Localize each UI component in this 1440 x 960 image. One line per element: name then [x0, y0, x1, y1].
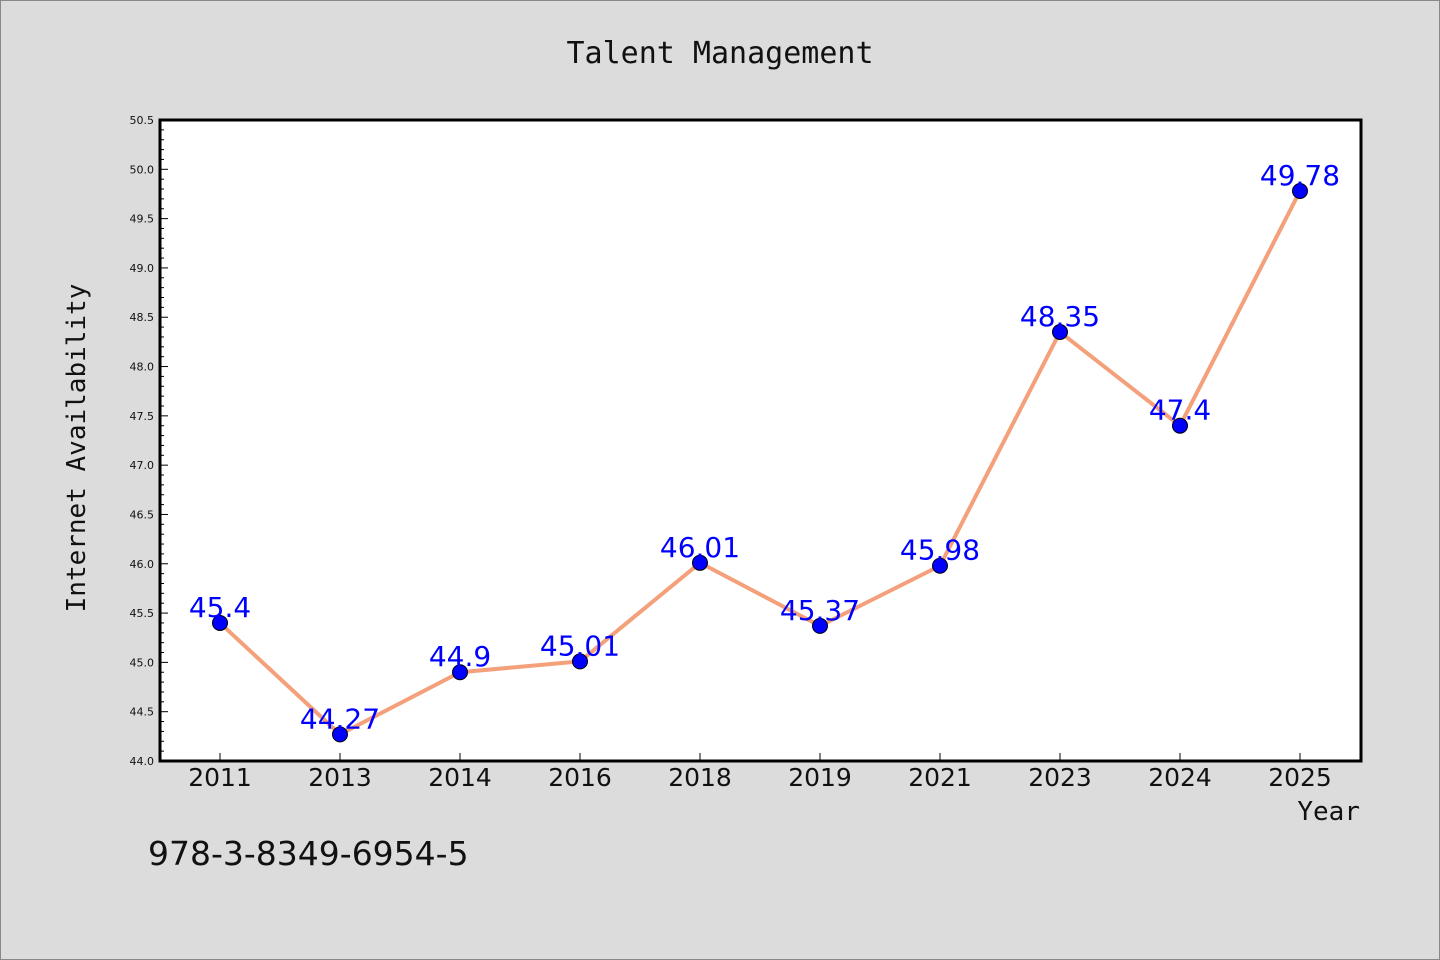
chart-title: Talent Management: [566, 36, 873, 71]
y-tick-label: 44.0: [130, 755, 155, 768]
y-tick-label: 49.0: [130, 262, 155, 275]
x-tick-label: 2024: [1148, 763, 1212, 792]
plot-frame: [158, 118, 1363, 763]
data-label: 47.4: [1149, 394, 1211, 427]
y-tick-label: 46.0: [130, 558, 155, 571]
data-label: 44.27: [300, 702, 380, 735]
y-tick-label: 50.5: [130, 114, 155, 127]
data-point: [1292, 183, 1308, 200]
data-point: [932, 557, 948, 574]
data-label: 49.78: [1260, 159, 1340, 192]
data-point: [1052, 324, 1068, 341]
data-point: [332, 726, 348, 743]
y-tick-label: 49.5: [130, 213, 155, 226]
x-tick-label: 2013: [308, 763, 372, 792]
y-tick-label: 47.0: [130, 459, 155, 472]
data-label: 48.35: [1020, 300, 1100, 333]
y-axis-label: Internet Availability: [62, 284, 92, 613]
x-tick-label: 2025: [1268, 763, 1332, 792]
data-label: 45.4: [189, 591, 251, 624]
data-point: [452, 664, 468, 681]
data-markers: [212, 183, 1308, 743]
y-tick-label: 45.5: [130, 607, 155, 620]
x-tick-label: 2014: [428, 763, 492, 792]
data-point: [1172, 417, 1188, 434]
x-tick-label: 2023: [1028, 763, 1092, 792]
data-point: [212, 614, 228, 631]
data-label: 45.01: [540, 629, 620, 662]
data-label: 45.37: [780, 594, 860, 627]
data-point: [812, 617, 828, 634]
x-tick-label: 2021: [908, 763, 972, 792]
series-line: [218, 190, 1302, 737]
x-tick-label: 2018: [668, 763, 732, 792]
x-tick-label: 2011: [188, 763, 252, 792]
data-point: [572, 653, 588, 670]
y-tick-label: 44.5: [130, 706, 155, 719]
x-axis-ticks: 2011 2013 2014 2016 2018 2019 2021 2023 2024 2025: [188, 753, 1332, 792]
x-axis-label: Year: [1297, 797, 1360, 827]
y-axis-ticks: 44.0 44.5 45.0 45.5 46.0 46.5 47.0 47.5 48.0 48.5…: [130, 114, 168, 768]
y-tick-label: 46.5: [130, 508, 155, 521]
y-tick-label: 50.0: [130, 163, 155, 176]
y-tick-label: 48.0: [130, 361, 155, 374]
data-point: [692, 554, 708, 571]
data-label: 45.98: [900, 534, 980, 567]
plot-area: [160, 120, 1361, 761]
isbn-text: 978-3-8349-6954-5: [148, 834, 469, 873]
data-label: 46.01: [660, 531, 740, 564]
y-tick-label: 48.5: [130, 311, 155, 324]
data-labels: 45.4 44.27 44.9 45.01 46.01 45.37 45.98 48.35 47…: [189, 159, 1340, 735]
data-label: 44.9: [429, 640, 491, 673]
x-tick-label: 2016: [548, 763, 612, 792]
y-tick-label: 47.5: [130, 410, 155, 423]
x-tick-label: 2019: [788, 763, 852, 792]
y-tick-label: 45.0: [130, 656, 155, 669]
